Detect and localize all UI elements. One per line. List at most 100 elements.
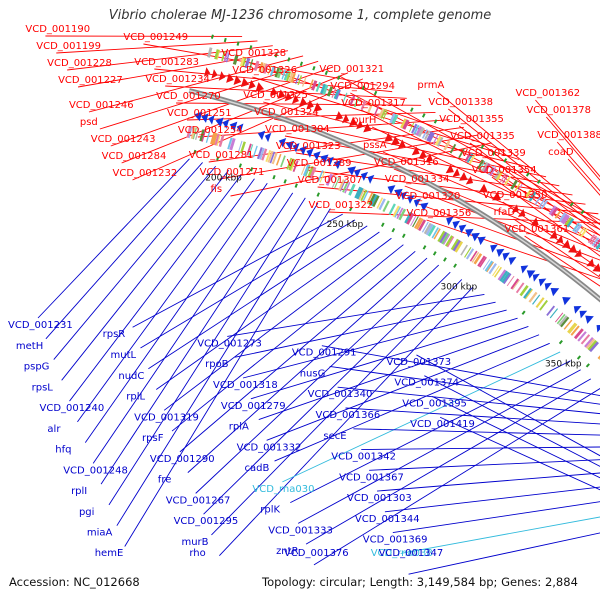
reverse-label-leader xyxy=(163,237,392,411)
forward-gene-arrow xyxy=(226,73,234,83)
reverse-gene-arrow xyxy=(526,270,536,279)
backbone-highlight xyxy=(188,89,600,301)
cog-category-block xyxy=(564,216,573,227)
gene-label: VCD_001320 xyxy=(396,191,461,202)
orf-tick xyxy=(433,119,438,124)
orf-tick xyxy=(250,167,254,172)
cog-category-block xyxy=(558,315,569,327)
cog-category-block xyxy=(216,49,221,60)
reverse-label-leader xyxy=(179,250,416,453)
gene-label: nudC xyxy=(118,371,144,382)
cog-category-block xyxy=(232,54,239,65)
cog-category-block xyxy=(335,89,341,100)
forward-label-leader xyxy=(513,218,600,278)
gene-label: VCD_001249 xyxy=(123,32,188,43)
orf-tick xyxy=(521,310,526,315)
cog-category-block xyxy=(349,95,356,106)
cog-category-block xyxy=(449,143,457,154)
forward-gene-arrow xyxy=(218,71,226,81)
cog-category-block xyxy=(216,134,222,146)
gene-label: VCD_001295 xyxy=(174,516,239,527)
gene-label: VCD_001355 xyxy=(439,114,504,125)
forward-label-leader xyxy=(371,126,600,236)
gene-label: VCD_001267 xyxy=(166,495,231,506)
forward-gene-arrow xyxy=(291,94,299,104)
gene-label: VCD_001342 xyxy=(331,452,396,463)
cog-category-block xyxy=(595,242,600,250)
cog-category-block xyxy=(512,279,520,291)
reverse-label-leader xyxy=(258,325,529,420)
gene-label: VCD_001190 xyxy=(25,24,90,35)
orf-tick xyxy=(576,355,582,360)
cog-category-block xyxy=(464,152,472,162)
cog-category-block xyxy=(428,132,435,143)
cog-category-block xyxy=(275,153,282,166)
cog-category-block xyxy=(433,228,441,240)
gene-label: pssA xyxy=(363,140,387,151)
orf-tick xyxy=(422,245,427,250)
reverse-label-leader xyxy=(211,279,463,536)
scale-label: 250 kbp xyxy=(327,220,364,230)
cog-category-block xyxy=(326,86,334,97)
cog-category-block xyxy=(434,135,442,146)
forward-gene-arrow xyxy=(299,97,308,107)
forward-label-leader xyxy=(67,45,273,71)
reverse-gene-arrow xyxy=(562,296,571,306)
forward-gene-arrow xyxy=(277,89,286,99)
cog-category-block xyxy=(560,213,569,224)
orf-tick xyxy=(294,183,298,188)
forward-label-leader xyxy=(502,201,600,270)
gene-label: VCD_001321 xyxy=(319,64,384,75)
gene-label: rfaD xyxy=(494,207,516,218)
gene-label: alr xyxy=(47,424,61,435)
cog-category-block xyxy=(488,263,497,275)
reverse-label-leader xyxy=(195,264,440,494)
reverse-gene-arrow xyxy=(490,244,498,253)
forward-gene-arrow xyxy=(517,208,526,217)
forward-gene-arrow xyxy=(574,248,582,257)
cog-category-block xyxy=(469,250,478,262)
cog-category-block xyxy=(285,71,292,82)
orf-tick xyxy=(238,163,242,168)
gene-label: VCD_001325 xyxy=(243,90,308,101)
cog-category-block xyxy=(281,69,286,80)
cog-category-block xyxy=(311,80,318,91)
cog-category-block xyxy=(523,287,533,299)
gene-label: VCD_001350 xyxy=(483,190,548,201)
forward-label-leader xyxy=(263,101,533,169)
cog-category-block xyxy=(342,92,348,103)
gene-label: VCD_001324 xyxy=(254,107,319,118)
reverse-gene-arrow xyxy=(313,151,321,161)
cog-category-block xyxy=(252,145,258,158)
forward-label-leader xyxy=(273,118,547,178)
forward-gene-arrow xyxy=(411,146,420,156)
cog-category-block xyxy=(504,175,512,186)
gene-label: hfq xyxy=(55,445,71,456)
cog-category-block xyxy=(534,195,542,205)
cog-category-block xyxy=(566,218,575,228)
cog-category-block xyxy=(413,124,420,135)
cog-category-block xyxy=(421,129,428,139)
cog-category-block xyxy=(267,65,272,75)
forward-label-leader xyxy=(535,99,600,178)
cog-category-block xyxy=(584,337,594,348)
cog-category-block xyxy=(585,338,596,349)
reverse-label-leader xyxy=(305,378,592,545)
reverse-gene-arrow xyxy=(413,198,421,208)
cog-category-block xyxy=(450,238,460,251)
cog-category-block xyxy=(514,182,521,192)
forward-label-leader xyxy=(448,108,600,231)
gene-label: rpsR xyxy=(103,329,126,340)
reverse-gene-arrow xyxy=(407,195,415,204)
cog-category-block xyxy=(425,223,434,236)
reverse-gene-arrow xyxy=(471,232,480,242)
forward-gene-arrow xyxy=(342,114,350,124)
orf-tick xyxy=(443,257,447,262)
cog-category-block xyxy=(292,160,299,173)
cog-category-block xyxy=(348,183,356,196)
reverse-gene-arrow xyxy=(465,228,474,238)
gene-label: VCD_001354 xyxy=(472,165,537,176)
cog-category-block xyxy=(338,179,346,192)
cog-category-block xyxy=(225,52,230,63)
cog-category-block xyxy=(290,72,296,83)
